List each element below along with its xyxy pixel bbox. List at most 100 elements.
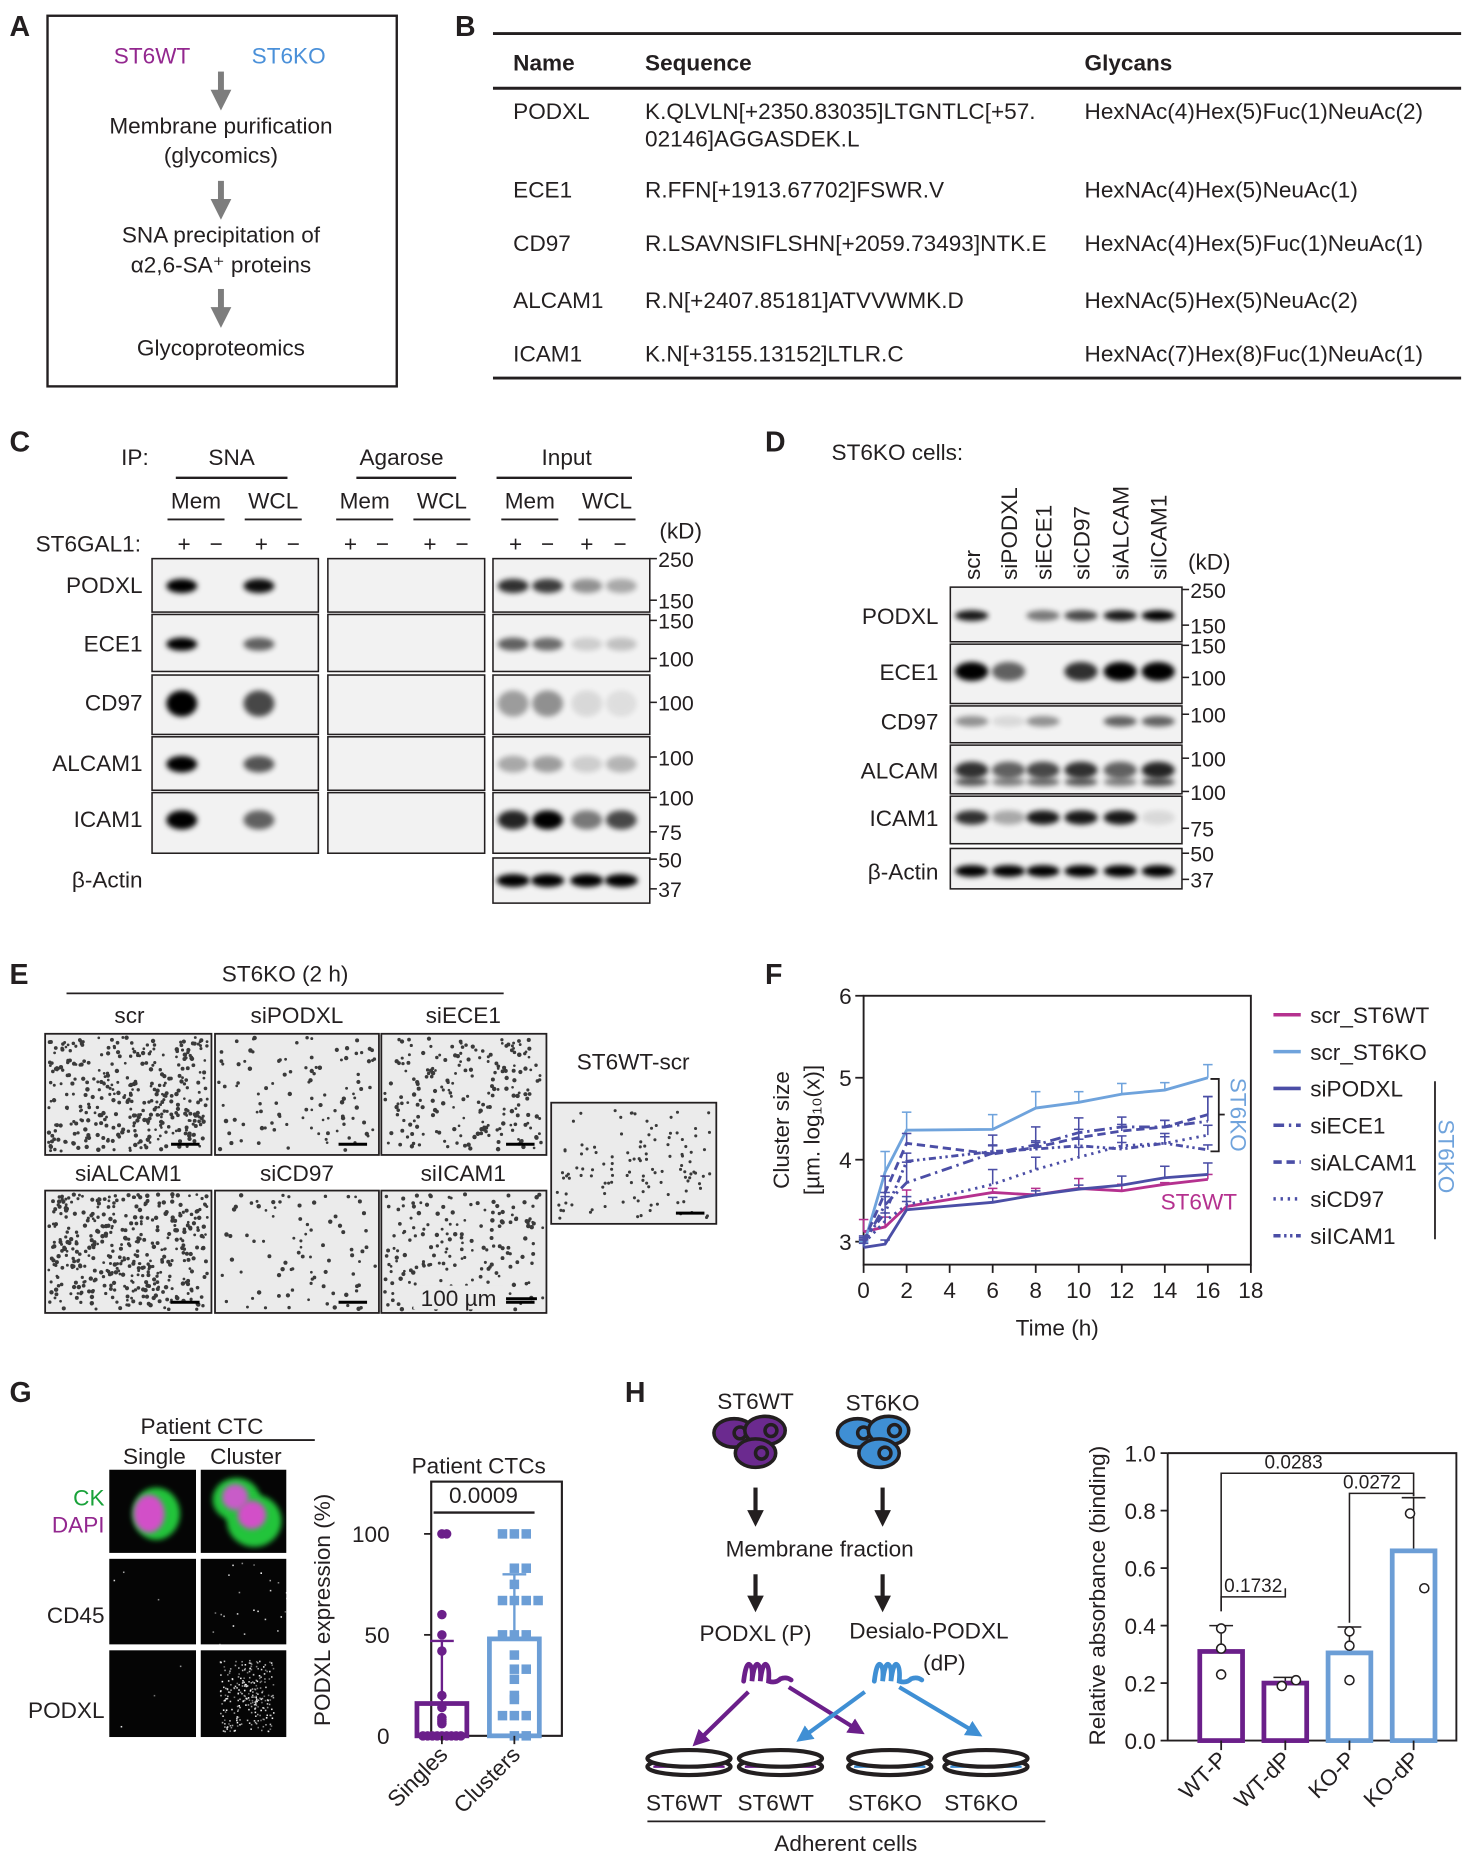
- cell-dot: [170, 1259, 174, 1263]
- plot-frame: [1166, 1452, 1458, 1742]
- y-tick-label: 0: [377, 1724, 390, 1749]
- cell-dot: [170, 1192, 175, 1197]
- cell-dot: [487, 1104, 492, 1110]
- podxl-p-label: PODXL (P): [700, 1621, 812, 1646]
- signal-speck: [243, 1677, 245, 1679]
- cell-dot: [239, 1139, 243, 1143]
- signal-speck: [240, 1723, 243, 1725]
- cell-dot: [516, 1103, 521, 1107]
- cell-dot: [112, 1212, 116, 1216]
- cell-dot: [680, 1163, 684, 1168]
- y-tick-label: 6: [839, 984, 852, 1009]
- protein-band: [605, 810, 637, 830]
- cell-dot: [278, 1200, 282, 1204]
- signal-speck: [223, 1686, 225, 1689]
- protein-band: [1026, 810, 1060, 825]
- signal-speck: [249, 1659, 251, 1662]
- cell-dot: [434, 1232, 440, 1238]
- signal-speck: [254, 1707, 257, 1709]
- dish-label: ST6KO: [848, 1791, 922, 1816]
- cell-dot: [248, 1048, 253, 1053]
- cell-dot: [150, 1038, 156, 1044]
- bar-WT-P: [1197, 1623, 1245, 1751]
- protein-band: [532, 637, 564, 651]
- cell-dot: [497, 1211, 502, 1216]
- cell-dot: [64, 1092, 69, 1097]
- cell-dot: [124, 1035, 129, 1040]
- cell-dot: [511, 1205, 516, 1210]
- data-point: [437, 1690, 447, 1701]
- cell-dot: [166, 1236, 170, 1240]
- cell-dot: [151, 1244, 157, 1250]
- cell-dot: [195, 1245, 200, 1250]
- cell-dot: [470, 1278, 474, 1282]
- table-row: PODXL K.QLVLN[+2350.83035]LTGNTLC[+57.021…: [513, 99, 1423, 151]
- signal-speck: [253, 1696, 255, 1698]
- micrograph-st6wt-scr: [550, 1101, 718, 1225]
- cell-dot: [619, 1115, 623, 1119]
- cell-dot: [127, 1097, 131, 1102]
- data-point: [509, 1630, 520, 1640]
- panel-label-d: D: [765, 427, 786, 459]
- protein-band: [166, 578, 198, 594]
- cell-dot: [195, 1193, 199, 1196]
- cell-dot: [198, 1040, 202, 1044]
- blot-membrane: [327, 613, 486, 673]
- cell-dot: [166, 1259, 171, 1264]
- cell-dot: [407, 1037, 411, 1042]
- cell-dot: [163, 1247, 167, 1251]
- cell-dot: [137, 1207, 143, 1213]
- cell-dot: [531, 1204, 535, 1208]
- signal-speck: [280, 1616, 283, 1618]
- signal-speck: [261, 1690, 264, 1693]
- cell-dot: [437, 1130, 442, 1135]
- cell-dot: [160, 1100, 165, 1105]
- cell-dot: [142, 1047, 146, 1051]
- cell-dot: [51, 1069, 55, 1074]
- cell-dot: [117, 1255, 122, 1260]
- signal-speck: [244, 1699, 246, 1702]
- data-point: [497, 1630, 508, 1640]
- cell-dot: [56, 1283, 61, 1288]
- cell-dot: [149, 1259, 152, 1263]
- signal-speck: [248, 1662, 251, 1664]
- cell-dot: [92, 1077, 96, 1081]
- cell-dot: [129, 1221, 134, 1226]
- signal-speck: [285, 1592, 288, 1594]
- marker-label: 100: [1190, 704, 1226, 728]
- cell-dot: [504, 1086, 509, 1091]
- cell-sequence: R.FFN[+1913.67702]FSWR.V: [645, 177, 944, 202]
- cell-dot: [196, 1226, 200, 1230]
- cell-dot: [512, 1041, 516, 1045]
- cell-dot: [191, 1122, 195, 1126]
- signal-speck: [265, 1686, 267, 1689]
- cell-dot: [159, 1270, 163, 1274]
- cell-dot: [136, 1254, 140, 1258]
- cell-dot: [429, 1044, 433, 1049]
- cell-dot: [108, 1262, 112, 1266]
- cell-dot: [193, 1216, 197, 1220]
- signal-speck: [255, 1698, 258, 1701]
- cell-dot: [641, 1190, 645, 1194]
- cell-dot: [489, 1227, 494, 1232]
- cell-dot: [96, 1205, 100, 1209]
- cell-dot: [155, 1100, 159, 1104]
- cell-dot: [139, 1215, 144, 1220]
- cell-dot: [164, 1144, 169, 1149]
- data-point: [437, 1630, 447, 1640]
- signal-speck: [255, 1722, 258, 1725]
- dish-lid: [645, 1748, 733, 1769]
- cell-dot: [626, 1151, 630, 1155]
- cell-dot: [309, 1126, 313, 1130]
- cell-dot: [153, 1215, 159, 1220]
- cell-dot: [51, 1199, 55, 1204]
- cell-dot: [104, 1123, 109, 1128]
- protein-band: [955, 610, 989, 621]
- cell-dot: [490, 1218, 495, 1223]
- signal-speck: [237, 1699, 239, 1702]
- cell-dot: [494, 1271, 499, 1275]
- cell-dot: [490, 1077, 495, 1082]
- signal-speck: [230, 1689, 232, 1691]
- cell-dot: [86, 1118, 91, 1123]
- series-scr_ST6KO: scr_ST6KO: [858, 1040, 1427, 1247]
